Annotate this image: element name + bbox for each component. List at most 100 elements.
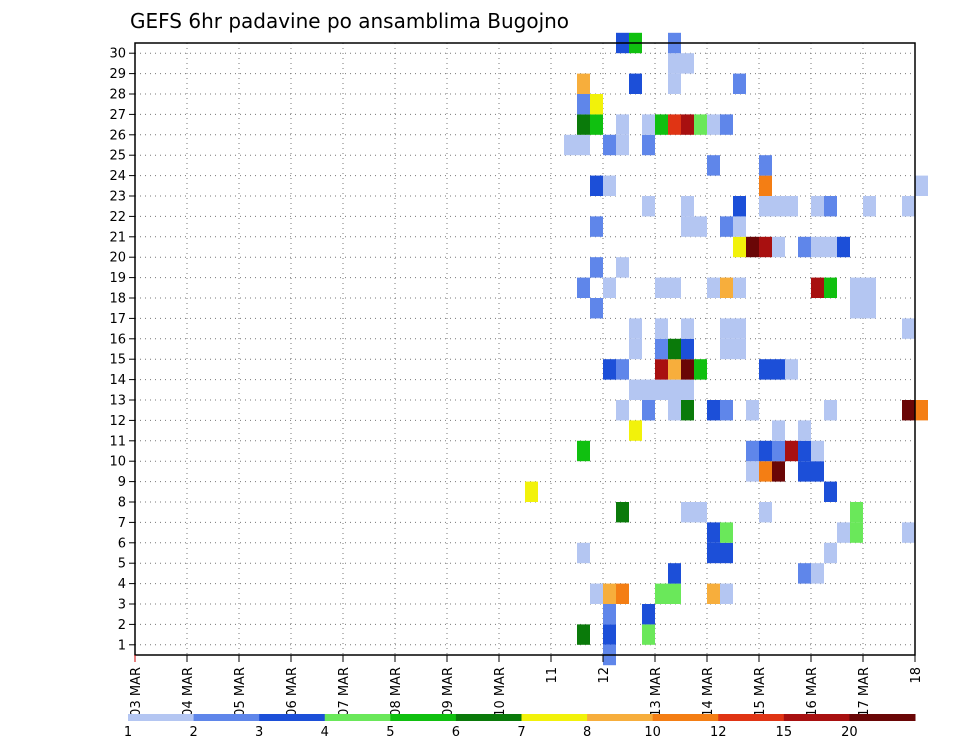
heatmap-cell <box>811 440 824 462</box>
legend-label: 10 <box>644 725 661 740</box>
legend-swatch <box>128 714 195 721</box>
y-tick-label: 2 <box>118 618 126 633</box>
heatmap-cell <box>707 542 720 564</box>
heatmap-cell <box>811 563 824 584</box>
heatmap-cell <box>720 522 733 543</box>
heatmap-cell <box>655 318 668 339</box>
heatmap-cell <box>616 583 629 604</box>
heatmap-cell <box>681 216 694 237</box>
heatmap-cell <box>798 440 811 462</box>
heatmap-cell <box>642 604 655 625</box>
x-tick-label: 06 MAR <box>285 667 300 717</box>
legend-swatch <box>390 714 457 721</box>
y-tick-label: 13 <box>109 394 126 409</box>
chart-title: GEFS 6hr padavine po ansamblima Bugojno <box>130 9 569 33</box>
heatmap-cell <box>720 583 733 604</box>
x-tick-label: 07 MAR <box>337 667 352 717</box>
heatmap-cell <box>629 420 642 441</box>
heatmap-cell <box>577 94 590 115</box>
heatmap-cell <box>694 359 707 380</box>
heatmap-cell <box>759 502 772 523</box>
y-tick-label: 18 <box>109 292 126 307</box>
legend-label: 7 <box>517 725 525 740</box>
legend-swatch <box>521 714 588 721</box>
heatmap-cell <box>772 440 785 462</box>
heatmap-cell <box>759 155 772 176</box>
heatmap-cell <box>798 236 811 258</box>
y-tick-label: 7 <box>118 516 126 531</box>
heatmap-cell <box>811 277 824 298</box>
legend-label: 6 <box>452 725 460 740</box>
heatmap-cell <box>837 522 850 543</box>
y-tick-label: 9 <box>118 475 126 490</box>
heatmap-cell <box>850 277 863 298</box>
heatmap-cell <box>733 196 746 217</box>
heatmap-cell <box>720 216 733 237</box>
x-axis: 03 MAR 04 MAR 05 MAR 06 MAR 07 MAR 08 MAR 09 M… <box>129 655 924 717</box>
heatmap-cell <box>655 583 668 604</box>
heatmap-cell <box>616 257 629 278</box>
heatmap-cell <box>720 277 733 298</box>
heatmap-cell <box>824 277 837 298</box>
legend-label: 4 <box>321 725 329 740</box>
heatmap-cell <box>577 134 590 156</box>
heatmap-cell <box>707 277 720 298</box>
y-tick-label: 29 <box>109 67 126 82</box>
x-tick-label: 04 MAR <box>181 667 196 717</box>
heatmap-cell <box>811 461 824 482</box>
heatmap-cell <box>707 583 720 604</box>
heatmap-cell <box>629 318 642 339</box>
legend-label: 1 <box>124 725 132 740</box>
heatmap-cell <box>668 400 681 421</box>
y-tick-label: 26 <box>109 128 126 143</box>
legend-swatch <box>324 714 391 721</box>
heatmap-cell <box>707 155 720 176</box>
heatmap-cell <box>668 338 681 360</box>
heatmap-cell <box>733 277 746 298</box>
y-tick-label: 21 <box>109 230 126 245</box>
heatmap-cell <box>785 196 798 217</box>
color-legend: 1 2 3 4 5 6 7 8 10 12 15 20 <box>124 714 916 740</box>
y-tick-label: 30 <box>109 47 126 62</box>
y-tick-label: 17 <box>109 312 126 327</box>
heatmap-cell <box>850 522 863 543</box>
heatmap-cell <box>668 563 681 584</box>
y-tick-label: 24 <box>109 169 126 184</box>
heatmap-cell <box>564 134 577 156</box>
x-tick-label: 14 MAR <box>701 667 716 717</box>
heatmap-cell <box>798 420 811 441</box>
heatmap-cell <box>733 338 746 360</box>
heatmap-cell <box>603 583 616 604</box>
heatmap-cell <box>902 400 915 421</box>
legend-swatch <box>455 714 522 721</box>
heatmap-cell <box>655 359 668 380</box>
heatmap-cell <box>603 134 616 156</box>
heatmap-cell <box>694 114 707 135</box>
grid <box>135 43 915 655</box>
legend-label: 2 <box>189 725 197 740</box>
y-tick-label: 10 <box>109 455 126 470</box>
x-tick-label: 15 MAR <box>753 667 768 717</box>
legend-swatch <box>193 714 260 721</box>
heatmap-cell <box>681 196 694 217</box>
heatmap-cell <box>603 359 616 380</box>
heatmap-cell <box>863 196 876 217</box>
heatmap-cell <box>655 114 668 135</box>
heatmap-cell <box>772 420 785 441</box>
y-tick-label: 15 <box>109 353 126 368</box>
y-tick-label: 22 <box>109 210 126 225</box>
y-tick-label: 19 <box>109 271 126 286</box>
heatmap-cell <box>642 134 655 156</box>
heatmap-cell <box>824 400 837 421</box>
heatmap-cell <box>720 542 733 564</box>
x-tick-label: 08 MAR <box>389 667 404 717</box>
y-tick-label: 8 <box>118 496 126 511</box>
y-axis: 1234567891011121314151617181920212223242… <box>109 47 135 653</box>
heatmap-cell <box>668 277 681 298</box>
heatmap-cell <box>577 277 590 298</box>
heatmap-cell <box>603 175 616 196</box>
heatmap-cell <box>746 440 759 462</box>
y-tick-label: 16 <box>109 332 126 347</box>
heatmap-cell <box>655 277 668 298</box>
heatmap-cell <box>798 461 811 482</box>
